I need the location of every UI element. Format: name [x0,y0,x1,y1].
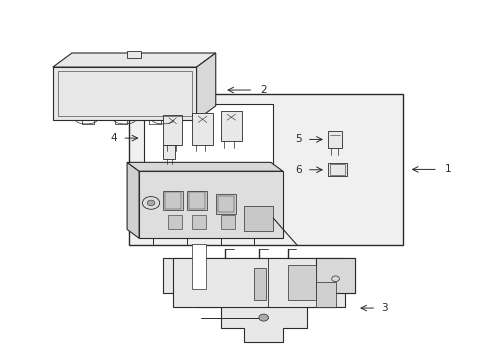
Bar [163,145,175,159]
Bar [129,94,402,245]
Text: 4: 4 [111,133,117,143]
Polygon shape [53,67,196,120]
Bar [188,192,205,208]
Text: 5: 5 [295,134,302,144]
Bar [163,190,183,210]
Polygon shape [316,258,354,293]
Bar [127,50,141,58]
Text: 2: 2 [260,85,266,95]
Bar [191,113,213,145]
Circle shape [147,200,155,206]
Bar [163,115,182,145]
Bar [329,165,344,175]
Text: 1: 1 [444,165,451,174]
Bar [327,131,341,148]
Bar [244,207,273,231]
Polygon shape [163,258,354,342]
Bar [217,195,233,212]
Bar [143,104,273,166]
Polygon shape [139,171,282,238]
Bar [215,194,235,213]
Bar [58,71,191,117]
Bar [220,111,242,141]
Bar [254,268,265,300]
Bar [220,215,234,229]
Bar [164,192,181,208]
Circle shape [258,314,268,321]
Polygon shape [127,162,282,171]
Bar [186,190,207,210]
Bar [316,282,335,307]
Bar [327,163,346,176]
Bar [191,243,206,289]
Text: 3: 3 [380,303,387,313]
Polygon shape [53,53,215,67]
Polygon shape [196,53,215,120]
Text: 6: 6 [295,165,302,175]
Bar [287,265,316,300]
Polygon shape [127,162,139,238]
Bar [167,215,182,229]
Polygon shape [172,258,345,307]
Bar [191,215,206,229]
